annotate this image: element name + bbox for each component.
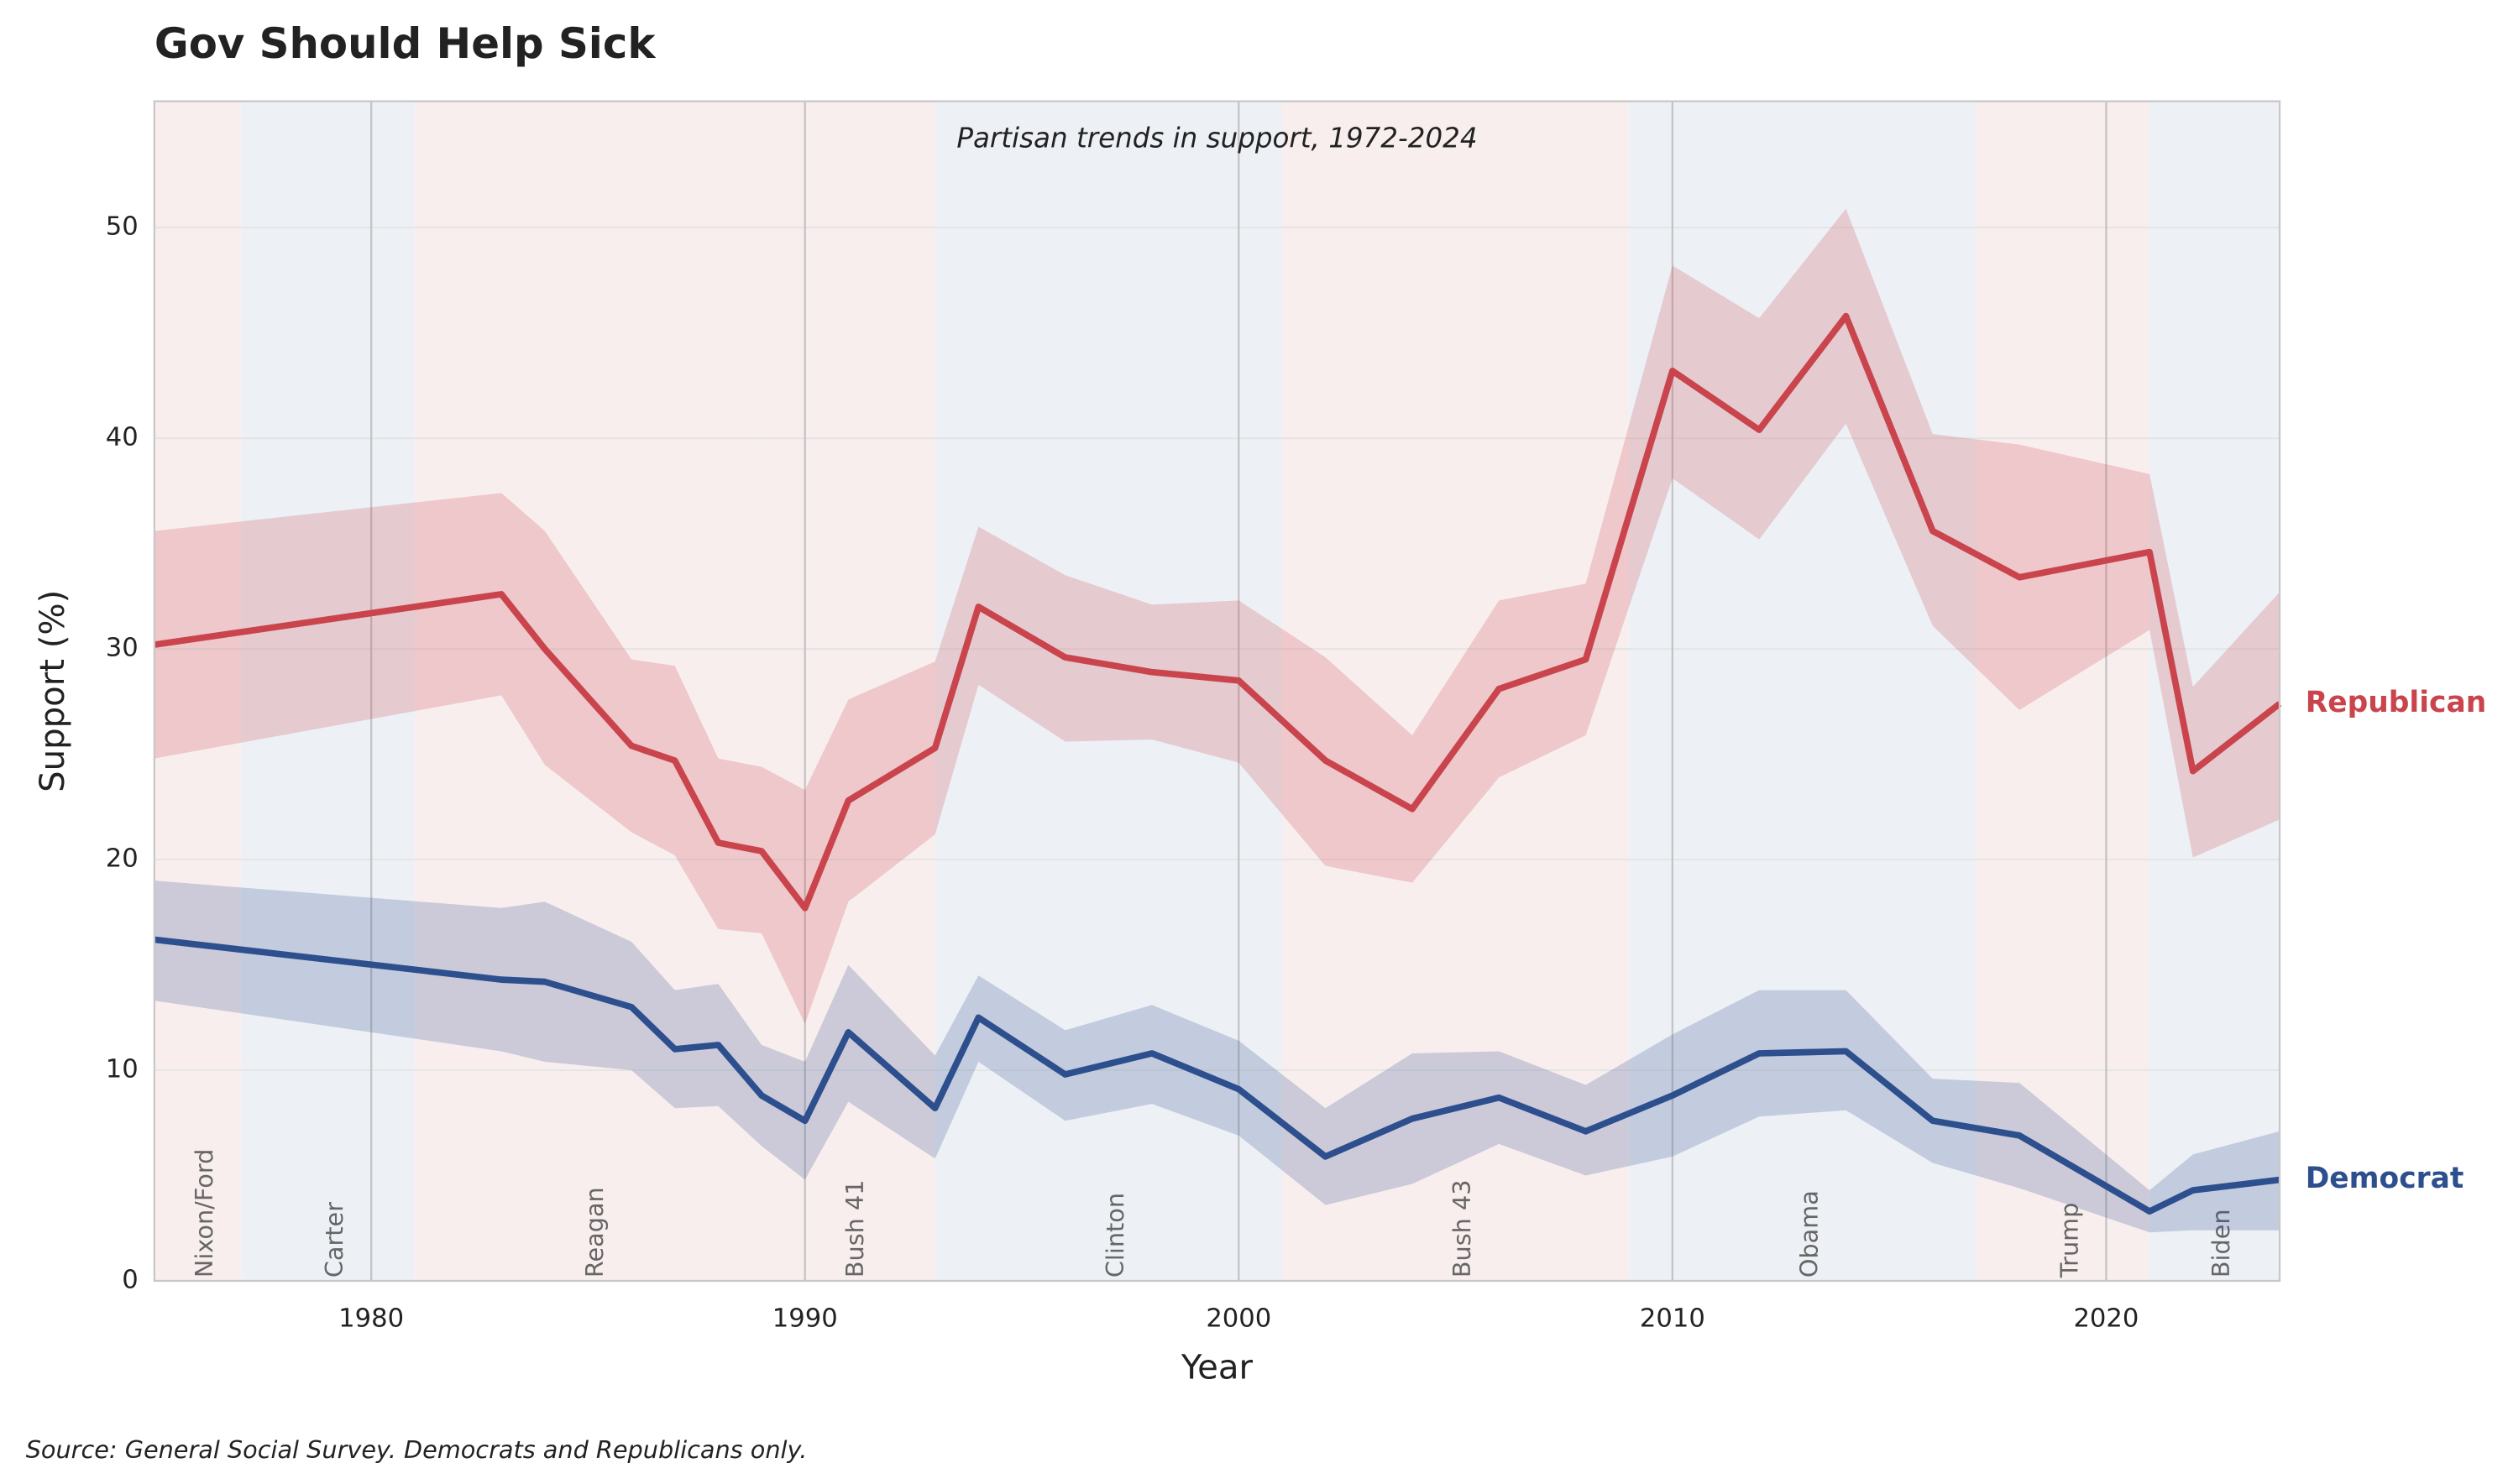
x-tick-label: 1990 <box>772 1304 838 1333</box>
presidency-label: Bush 41 <box>840 1179 869 1278</box>
y-axis-label: Support (%) <box>34 590 72 792</box>
confidence-band <box>154 880 2280 1233</box>
presidency-band <box>1281 101 1630 1281</box>
presidency-label: Clinton <box>1101 1193 1129 1278</box>
series-line <box>154 312 2282 912</box>
presidency-label: Trump <box>2055 1203 2083 1279</box>
presidency-label: Carter <box>320 1202 348 1278</box>
presidency-label: Reagan <box>580 1187 609 1278</box>
presidency-band <box>1976 101 2150 1281</box>
source-note: Source: General Social Survey. Democrats… <box>26 1435 808 1464</box>
presidency-band <box>241 101 415 1281</box>
presidency-band <box>154 101 242 1281</box>
presidency-label: Biden <box>2207 1209 2235 1278</box>
y-tick-label: 10 <box>106 1055 139 1084</box>
x-tick-label: 1980 <box>338 1304 404 1333</box>
presidency-band <box>2149 101 2280 1281</box>
series-label: Republican <box>2306 686 2487 719</box>
y-tick-label: 40 <box>106 423 139 452</box>
confidence-band <box>154 208 2280 1024</box>
chart-title: Gov Should Help Sick <box>154 19 657 68</box>
series-line <box>154 936 2280 1215</box>
presidency-band <box>1629 101 1977 1281</box>
series-label: Democrat <box>2306 1162 2464 1195</box>
x-axis-label: Year <box>1181 1348 1254 1387</box>
subtitle: Partisan trends in support, 1972-2024 <box>956 123 1477 154</box>
x-tick-label: 2020 <box>2073 1304 2139 1333</box>
x-tick-label: 2010 <box>1640 1304 1705 1333</box>
y-tick-label: 50 <box>106 212 139 242</box>
presidency-label: Bush 43 <box>1448 1179 1476 1278</box>
plot-frame <box>153 100 2281 1283</box>
presidency-label: Obama <box>1794 1190 1823 1278</box>
y-tick-label: 0 <box>122 1265 138 1294</box>
presidency-band <box>414 101 762 1281</box>
y-tick-label: 20 <box>106 844 139 874</box>
y-tick-label: 30 <box>106 634 139 663</box>
presidency-label: Nixon/Ford <box>190 1149 218 1278</box>
x-tick-label: 2000 <box>1206 1304 1271 1333</box>
